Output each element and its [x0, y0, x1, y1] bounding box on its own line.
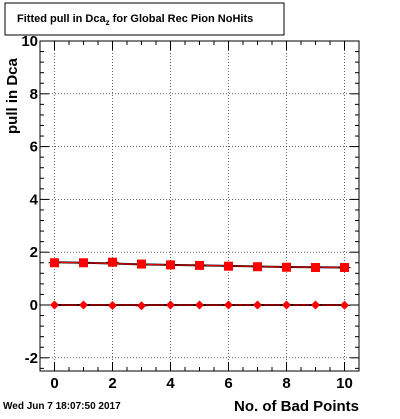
tick-labels: 0 2 4 6 8 10 -2 0 2 4 6 8 10	[21, 33, 353, 392]
y-tick-label: 0	[30, 297, 38, 314]
data-point-square	[166, 260, 175, 270]
data-point-diamond	[282, 300, 291, 310]
x-axis-title: No. of Bad Points	[234, 398, 359, 414]
data-point-diamond	[311, 300, 320, 310]
x-tick-label: 6	[224, 375, 232, 392]
x-tick-label: 0	[50, 375, 58, 392]
axes	[39, 40, 360, 371]
y-tick-label: 8	[30, 86, 38, 103]
plot-frame	[39, 40, 360, 372]
x-tick-label: 2	[108, 375, 116, 392]
data-point-diamond	[340, 300, 349, 310]
data-point-diamond	[79, 300, 88, 310]
data-point-diamond	[224, 300, 233, 310]
data-point-square	[253, 262, 262, 272]
data-point-square	[137, 259, 146, 269]
timestamp: Wed Jun 7 18:07:50 2017	[3, 401, 121, 412]
y-tick-label: 10	[21, 33, 38, 50]
data-point-diamond	[50, 300, 59, 310]
y-tick-label: 2	[30, 244, 38, 261]
data-point-diamond	[166, 300, 175, 310]
y-tick-label: -2	[25, 350, 38, 367]
data-point-square	[195, 260, 204, 270]
chart-title: Fitted pull in Dcaz for Global Rec Pion …	[17, 13, 253, 27]
data-point-diamond	[253, 300, 262, 310]
data-point-square	[340, 263, 349, 273]
data-point-diamond	[137, 301, 146, 311]
y-tick-label: 6	[30, 139, 38, 156]
title-box	[4, 2, 285, 36]
data-point-diamond	[108, 301, 117, 311]
data-point-square	[224, 261, 233, 271]
data-point-square	[282, 262, 291, 272]
x-tick-label: 4	[166, 375, 175, 392]
data-point-diamond	[195, 300, 204, 310]
data-point-square	[79, 258, 88, 268]
data-points	[48, 257, 351, 311]
x-tick-label: 8	[282, 375, 290, 392]
data-point-square	[108, 257, 117, 267]
data-point-square	[311, 263, 320, 273]
y-tick-label: 4	[30, 191, 39, 208]
data-point-square	[50, 258, 59, 268]
y-axis-title: pull in Dca	[4, 58, 21, 135]
x-tick-label: 10	[336, 375, 353, 392]
